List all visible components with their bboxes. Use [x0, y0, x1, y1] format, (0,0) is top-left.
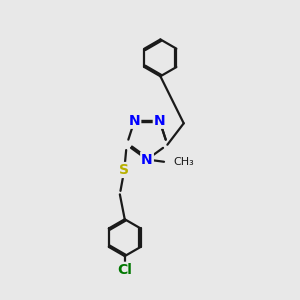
Text: N: N	[141, 152, 153, 167]
Text: N: N	[129, 114, 140, 128]
Text: N: N	[154, 114, 165, 128]
Text: S: S	[119, 163, 129, 177]
Text: Cl: Cl	[117, 263, 132, 277]
Text: CH₃: CH₃	[173, 158, 194, 167]
